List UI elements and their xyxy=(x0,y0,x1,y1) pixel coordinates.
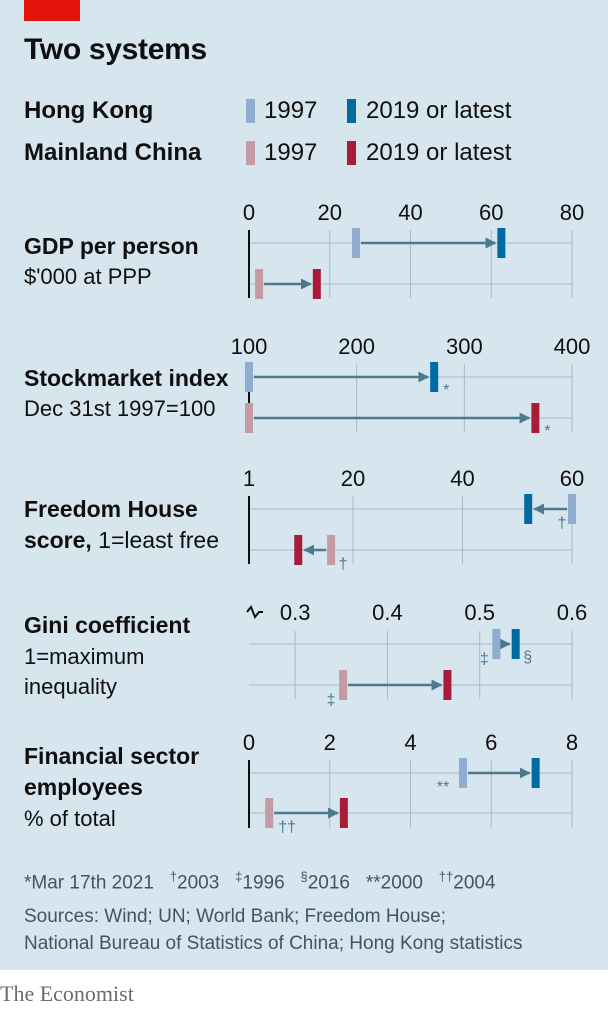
freedom-tick-label-3: 60 xyxy=(560,466,584,491)
gdp-hk-end-marker xyxy=(497,228,506,258)
financial-tick-label-4: 8 xyxy=(566,730,578,755)
chart-title: Two systems xyxy=(24,33,207,66)
gdp-title: GDP per person xyxy=(24,233,199,259)
sources-line-1: Sources: Wind; UN; World Bank; Freedom H… xyxy=(24,906,447,927)
financial-title-line2: employees xyxy=(24,774,143,800)
legend-hk-late-label: 2019 or latest xyxy=(366,97,512,124)
financial-tick-label-3: 6 xyxy=(485,730,497,755)
financial-tick-label-2: 4 xyxy=(404,730,416,755)
footnote-2-text: 2003 xyxy=(177,872,220,894)
stockmarket-hk-start-marker xyxy=(245,362,253,392)
sources-line-2: National Bureau of Statistics of China; … xyxy=(24,933,523,954)
stockmarket-cn-end-marker xyxy=(531,403,540,433)
stockmarket-subtitle: Dec 31st 1997=100 xyxy=(24,396,216,421)
gini-title: Gini coefficient xyxy=(24,612,191,638)
financial-hk-end-marker xyxy=(531,758,540,788)
gini-subtitle-line2: inequality xyxy=(24,674,117,699)
footnote-4-text: 2016 xyxy=(307,872,351,894)
freedom-tick-label-0: 1 xyxy=(243,466,255,491)
footnote-5-mark: ** xyxy=(365,872,381,894)
gini-cn-start-note: ‡ xyxy=(327,692,336,709)
gini-subtitle: 1=maximum xyxy=(24,644,145,669)
stockmarket-tick-label-0: 100 xyxy=(231,334,268,359)
freedom-tick-label-2: 40 xyxy=(450,466,474,491)
footnote-1-mark: * xyxy=(24,872,32,894)
sources: Sources: Wind; UN; World Bank; Freedom H… xyxy=(24,903,522,957)
freedom-hk-start-marker xyxy=(568,494,576,524)
stockmarket-cn-end-note: * xyxy=(544,423,550,440)
freedom-hk-start-note: † xyxy=(558,515,567,532)
footnote-5-text: 2000 xyxy=(380,872,423,894)
financial-cn-start-note: †† xyxy=(278,819,296,836)
freedom-subtitle: 1=least free xyxy=(91,527,219,553)
financial-tick-label-1: 2 xyxy=(324,730,336,755)
stockmarket-tick-label-1: 200 xyxy=(338,334,375,359)
gini-hk-start-marker xyxy=(492,629,501,659)
gdp-hk-start-marker xyxy=(351,228,360,258)
legend-cn-name: Mainland China xyxy=(24,139,202,166)
gini-axis-break-icon xyxy=(246,605,263,619)
legend-hk-name: Hong Kong xyxy=(24,97,154,124)
freedom-title-line2: score, 1=least free xyxy=(24,527,219,554)
freedom-tick-label-1: 20 xyxy=(341,466,365,491)
stockmarket-cn-start-marker xyxy=(245,403,253,433)
footnote-6-text: 2004 xyxy=(453,872,496,894)
gini-tick-label-1: 0.4 xyxy=(372,600,403,625)
footnote-4-mark: § xyxy=(300,869,308,884)
gdp-subtitle: $'000 at PPP xyxy=(24,264,152,289)
stockmarket-tick-label-3: 400 xyxy=(554,334,591,359)
gdp-tick-label-1: 20 xyxy=(318,200,342,225)
gini-hk-start-note: ‡ xyxy=(480,651,489,668)
economist-brand: The Economist xyxy=(0,981,134,1006)
financial-hk-start-marker xyxy=(458,758,467,788)
gdp-tick-label-3: 60 xyxy=(479,200,503,225)
stockmarket-hk-end-note: * xyxy=(443,382,449,399)
footnote-1-text: Mar 17th 2021 xyxy=(31,872,154,894)
legend-cn-late-label: 2019 or latest xyxy=(366,139,512,166)
gdp-tick-label-4: 80 xyxy=(560,200,584,225)
gdp-cn-end-marker xyxy=(312,269,321,299)
legend-hk-early-label: 1997 xyxy=(264,97,318,124)
legend-cn-early-label: 1997 xyxy=(264,139,318,166)
stockmarket-title: Stockmarket index xyxy=(24,365,229,391)
freedom-title-score: score, xyxy=(24,527,92,553)
footnote-3-text: 1996 xyxy=(242,872,285,894)
gini-tick-label-0: 0.3 xyxy=(280,600,311,625)
legend-hk-early-swatch xyxy=(246,99,255,123)
freedom-cn-end-marker xyxy=(294,535,303,565)
footnotes: *Mar 17th 2021 †2003 ‡1996 §2016 **2000 … xyxy=(24,869,496,894)
gini-tick-label-3: 0.6 xyxy=(557,600,588,625)
legend-hk-late-swatch xyxy=(347,99,356,123)
economist-red-tag xyxy=(24,0,80,21)
freedom-cn-start-marker xyxy=(327,535,336,565)
stockmarket-hk-end-marker xyxy=(430,362,439,392)
footnote-6-mark: †† xyxy=(438,869,454,884)
financial-cn-end-marker xyxy=(339,798,348,828)
gini-cn-start-marker xyxy=(339,670,348,700)
financial-tick-label-0: 0 xyxy=(243,730,255,755)
footnote-3-mark: ‡ xyxy=(235,869,243,884)
gini-hk-end-note: § xyxy=(523,649,532,666)
legend-cn-early-swatch xyxy=(246,141,255,165)
chart-panel xyxy=(0,0,608,970)
gini-hk-end-marker xyxy=(511,629,520,659)
gdp-cn-start-marker xyxy=(255,269,264,299)
footnote-2-mark: † xyxy=(169,869,178,884)
gini-tick-label-2: 0.5 xyxy=(464,600,495,625)
freedom-title: Freedom House xyxy=(24,496,198,522)
freedom-cn-start-note: † xyxy=(339,556,348,573)
freedom-hk-end-marker xyxy=(524,494,533,524)
financial-title: Financial sector xyxy=(24,743,200,769)
legend-cn-late-swatch xyxy=(347,141,356,165)
gdp-tick-label-2: 40 xyxy=(398,200,422,225)
gini-cn-end-marker xyxy=(443,670,452,700)
gdp-tick-label-0: 0 xyxy=(243,200,255,225)
financial-subtitle: % of total xyxy=(24,806,116,831)
financial-cn-start-marker xyxy=(265,798,274,828)
stockmarket-tick-label-2: 300 xyxy=(446,334,483,359)
financial-hk-start-note: ** xyxy=(437,779,449,796)
